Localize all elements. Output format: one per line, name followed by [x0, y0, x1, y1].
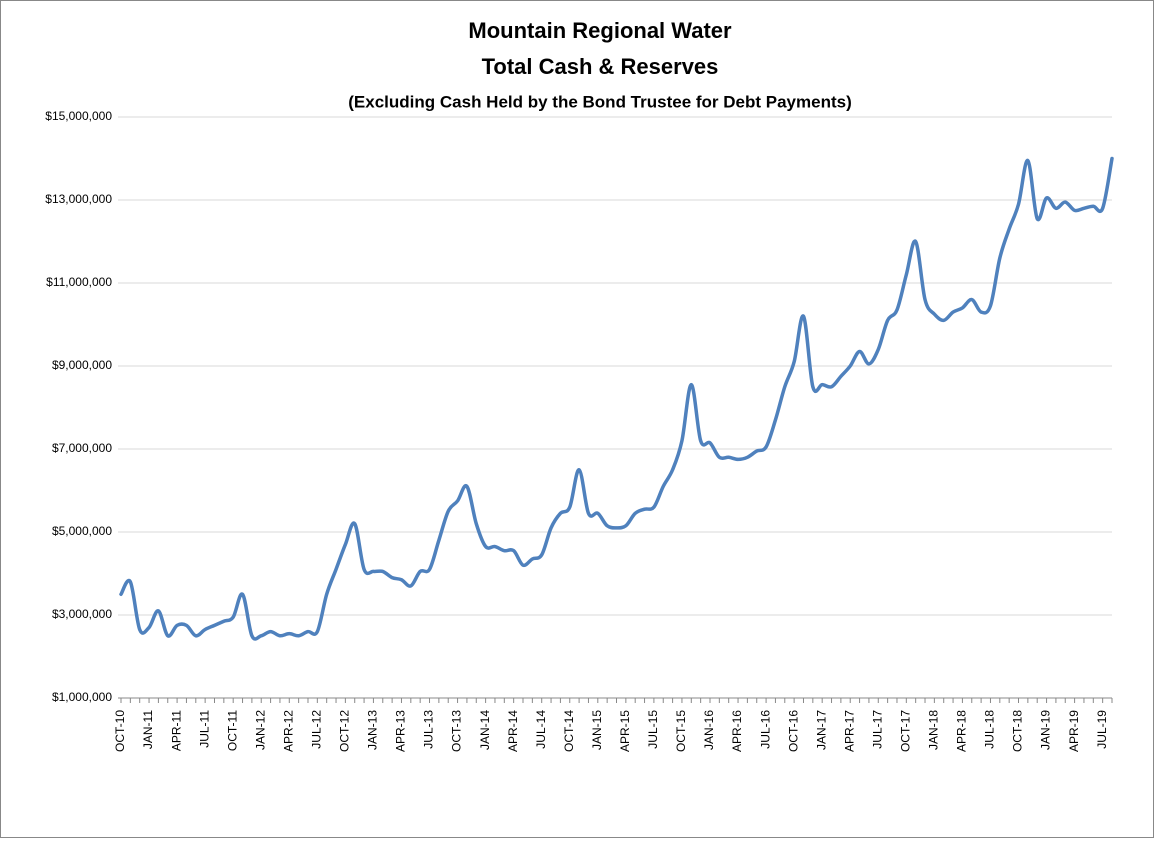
x-tick-label: APR-11 — [169, 710, 183, 751]
x-tick-label: JUL-13 — [422, 710, 436, 749]
x-tick-label: JAN-14 — [478, 710, 492, 750]
x-tick-label: OCT-16 — [786, 710, 800, 752]
x-tick-label: JAN-15 — [590, 710, 604, 750]
x-tick-label: JUL-16 — [758, 710, 772, 749]
x-tick-label: JUL-19 — [1095, 710, 1109, 749]
y-tick-label: $5,000,000 — [52, 524, 112, 538]
x-tick-label: OCT-10 — [113, 710, 127, 752]
chart-subtitle: Total Cash & Reserves — [482, 54, 719, 79]
x-tick-label: OCT-18 — [1011, 710, 1025, 752]
x-tick-label: JUL-12 — [310, 710, 324, 749]
data-line — [119, 156, 1114, 641]
x-tick-label: JUL-14 — [534, 710, 548, 749]
x-tick-label: JAN-12 — [253, 710, 267, 750]
x-tick-label: JUL-18 — [983, 710, 997, 749]
x-tick-label: JAN-11 — [141, 710, 155, 749]
x-tick-label: JAN-16 — [702, 710, 716, 750]
x-tick-label: OCT-17 — [898, 710, 912, 752]
x-tick-label: APR-15 — [618, 710, 632, 752]
y-tick-label: $9,000,000 — [52, 358, 112, 372]
x-tick-label: JAN-13 — [366, 710, 380, 750]
x-tick-label: APR-16 — [730, 710, 744, 752]
y-tick-label: $11,000,000 — [46, 275, 112, 289]
x-tick-label: OCT-14 — [562, 710, 576, 752]
y-tick-label: $7,000,000 — [52, 441, 112, 455]
x-tick-label: APR-13 — [394, 710, 408, 752]
y-tick-label: $1,000,000 — [52, 690, 112, 704]
chart-title: Mountain Regional Water — [468, 18, 732, 43]
x-tick-label: APR-17 — [842, 710, 856, 752]
x-tick-label: JAN-18 — [927, 710, 941, 750]
x-tick-label: APR-19 — [1067, 710, 1081, 752]
y-tick-label: $15,000,000 — [45, 109, 112, 123]
x-tick-label: JUL-17 — [870, 710, 884, 749]
x-tick-label: JAN-17 — [814, 710, 828, 750]
x-tick-label: JAN-19 — [1039, 710, 1053, 750]
chart-note: (Excluding Cash Held by the Bond Trustee… — [348, 92, 851, 111]
x-tick-label: JUL-15 — [646, 710, 660, 749]
x-tick-label: OCT-13 — [450, 710, 464, 752]
x-tick-label: OCT-15 — [674, 710, 688, 752]
x-tick-label: APR-12 — [281, 710, 295, 752]
x-tick-label: OCT-12 — [338, 710, 352, 752]
x-tick-label: APR-18 — [955, 710, 969, 752]
x-tick-label: OCT-11 — [225, 710, 239, 751]
y-tick-label: $3,000,000 — [52, 607, 112, 621]
x-tick-label: APR-14 — [506, 710, 520, 752]
x-tick-label: JUL-11 — [197, 710, 211, 748]
y-tick-label: $13,000,000 — [45, 192, 112, 206]
